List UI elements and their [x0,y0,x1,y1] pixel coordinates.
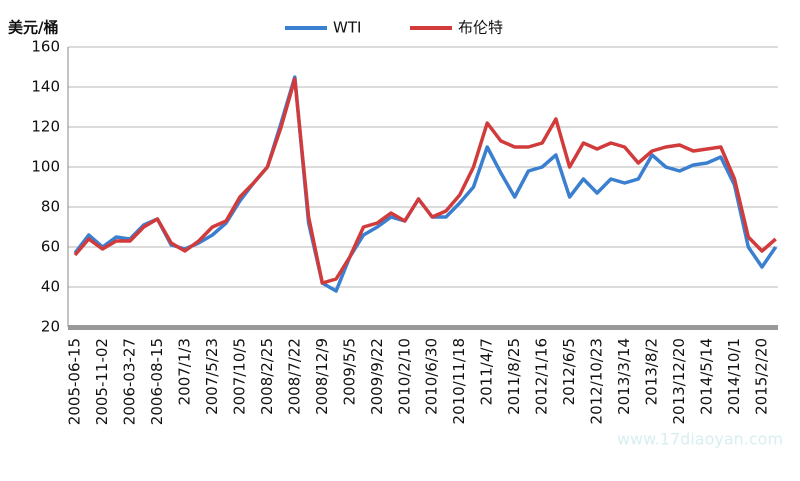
y-tick-label: 40 [41,278,60,296]
x-tick-label: 2013/12/20 [670,338,688,424]
x-tick-label: 2011/4/7 [478,338,496,405]
y-tick-label: 100 [31,158,60,176]
x-tick-label: 2005-11-02 [93,338,111,425]
x-tick-label: 2013/8/2 [643,338,661,405]
x-tick-label: 2015/2/20 [753,338,771,415]
data-line [73,77,777,285]
x-tick-label: 2006-03-27 [120,338,138,425]
x-axis-band [68,325,778,330]
x-tick-label: 2005-06-15 [66,338,84,425]
x-tick-label: 2009/5/5 [340,338,358,405]
y-tick-label: 160 [31,38,60,56]
legend-label: 布伦特 [458,19,503,37]
x-tick-label: 2007/1/3 [175,338,193,405]
x-tick-label: 2007/5/23 [203,338,221,415]
x-tick-label: 2007/10/5 [230,338,248,415]
legend-label: WTI [333,19,361,37]
x-tick-label: 2008/12/9 [313,338,331,415]
x-tick-label: 2013/3/14 [615,338,633,415]
x-tick-label: 2009/9/22 [368,338,386,415]
x-tick-label: 2014/10/1 [725,338,743,415]
x-tick-label: 2011/8/25 [505,338,523,415]
y-tick-label: 140 [31,78,60,96]
x-tick-label: 2010/6/30 [423,338,441,415]
x-tick-label: 2012/6/5 [560,338,578,405]
x-tick-label: 2010/2/10 [395,338,413,415]
x-tick-label: 2008/7/22 [285,338,303,415]
x-tick-label: 2010/11/18 [450,338,468,424]
y-axis-label: 美元/桶 [8,19,58,37]
x-tick-label: 2014/5/14 [698,338,716,415]
watermark: www.17diaoyan.com [617,430,783,449]
y-tick-label: 20 [41,318,60,336]
x-tick-label: 2012/1/16 [533,338,551,415]
x-tick-label: 2012/10/23 [588,338,606,424]
y-tick-label: 120 [31,118,60,136]
y-tick-label: 60 [41,238,60,256]
y-tick-label: 80 [41,198,60,216]
x-tick-label: 2006-08-15 [148,338,166,425]
x-tick-label: 2008/2/25 [258,338,276,415]
